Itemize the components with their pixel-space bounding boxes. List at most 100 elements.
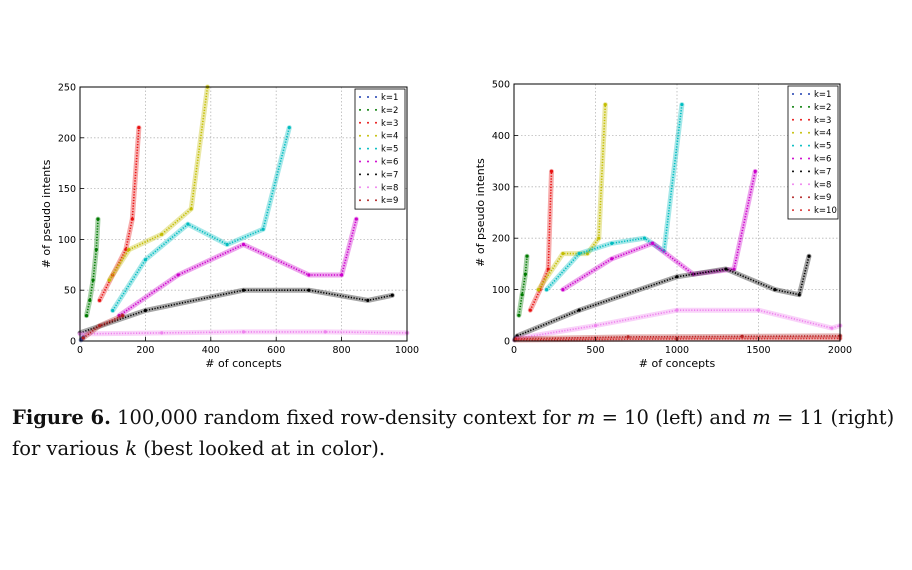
data-point [650,241,655,245]
data-point [740,334,744,338]
series-line [518,256,528,316]
legend-marker [800,144,802,147]
data-point [561,288,565,292]
data-point [675,308,679,312]
x-tick-label: 1000 [665,345,689,356]
y-tick-label: 300 [492,182,510,193]
legend-marker [808,209,810,212]
y-tick-label: 200 [492,234,510,245]
legend-marker [367,108,369,111]
series-k=5 [544,102,685,293]
data-point [515,334,519,338]
legend-marker [792,183,794,186]
legend-marker [808,170,810,173]
data-point [88,298,92,302]
series-line [514,337,841,341]
series-band [544,102,685,293]
series-line [562,171,756,291]
legend-marker [808,144,810,147]
data-point [323,330,327,334]
legend-marker [367,134,369,137]
legend-label: k=4 [814,129,831,139]
legend-marker [359,160,361,163]
data-point [577,308,581,312]
data-point [91,278,95,282]
legend-marker [359,173,361,176]
legend-marker [792,196,794,199]
legend-marker [375,173,377,176]
legend-label: k=5 [814,142,831,152]
legend: k=1 k=2 k=3 k=4 k=5 k=6 k=7 k=8 k=9 [354,88,406,210]
data-point [724,267,728,271]
chart-1: 0 200 400 600 800 1000 0 50 100 150 200 250 # of con… [40,83,419,371]
x-tick-label: 500 [586,345,604,356]
legend-marker [792,131,794,134]
data-point [525,254,529,258]
data-point [528,308,532,312]
series-line [118,218,358,317]
figure-caption: Figure 6. 100,000 random fixed row-densi… [12,402,902,464]
y-tick-label: 150 [58,184,76,195]
data-point [186,222,190,226]
y-tick-label: 100 [492,285,510,296]
data-point [124,247,128,252]
data-point [127,247,131,252]
y-tick-label: 200 [58,133,76,144]
legend-marker [792,209,794,212]
data-point [680,102,684,107]
data-point [98,298,102,302]
plot-frame [79,86,408,342]
legend-label: k=7 [381,170,398,180]
x-tick-label: 200 [136,345,154,356]
caption-eq-1: = 10 (left) and [601,406,747,429]
chart-2: 0 500 1000 1500 2000 0 100 200 300 400 500 # of con… [474,80,852,371]
legend-marker [359,199,361,202]
series-k=6 [560,168,758,293]
data-point [261,227,265,231]
data-point [520,293,524,297]
data-point [585,252,589,256]
data-point [593,323,598,328]
data-point [626,335,630,339]
x-tick-label: 1000 [395,345,419,356]
data-point [797,293,801,297]
data-point [307,273,311,277]
legend-label: k=2 [814,103,831,113]
legend-label: k=3 [381,119,398,129]
legend-label: k=6 [381,158,398,168]
x-tick-label: 400 [202,345,220,356]
data-point [160,232,164,236]
legend-marker [792,93,794,95]
data-point [160,331,164,335]
legend-marker [375,134,377,137]
data-point [111,308,115,313]
x-tick-label: 0 [77,345,83,356]
data-point [96,217,100,221]
legend-marker [808,118,810,121]
data-point [546,267,550,271]
legend-marker [808,93,810,95]
legend-marker [792,144,794,147]
legend-marker [800,118,802,121]
data-point [549,169,554,173]
legend-marker [367,186,369,189]
data-point [107,278,112,282]
data-point [143,258,147,262]
legend-marker [800,183,802,186]
data-point [390,293,394,297]
legend-label: k=8 [814,180,831,190]
legend-marker [800,157,802,160]
legend-marker [808,131,810,134]
data-point [610,257,614,261]
legend-label: k=6 [814,155,831,165]
data-point [98,324,102,328]
x-tick-label: 800 [333,345,351,356]
data-point [642,236,647,240]
legend-marker [792,170,794,173]
y-tick-label: 0 [70,337,76,348]
legend-marker [375,121,377,124]
legend-marker [367,147,369,150]
data-point [241,242,246,247]
caption-var-m: m [576,406,596,429]
